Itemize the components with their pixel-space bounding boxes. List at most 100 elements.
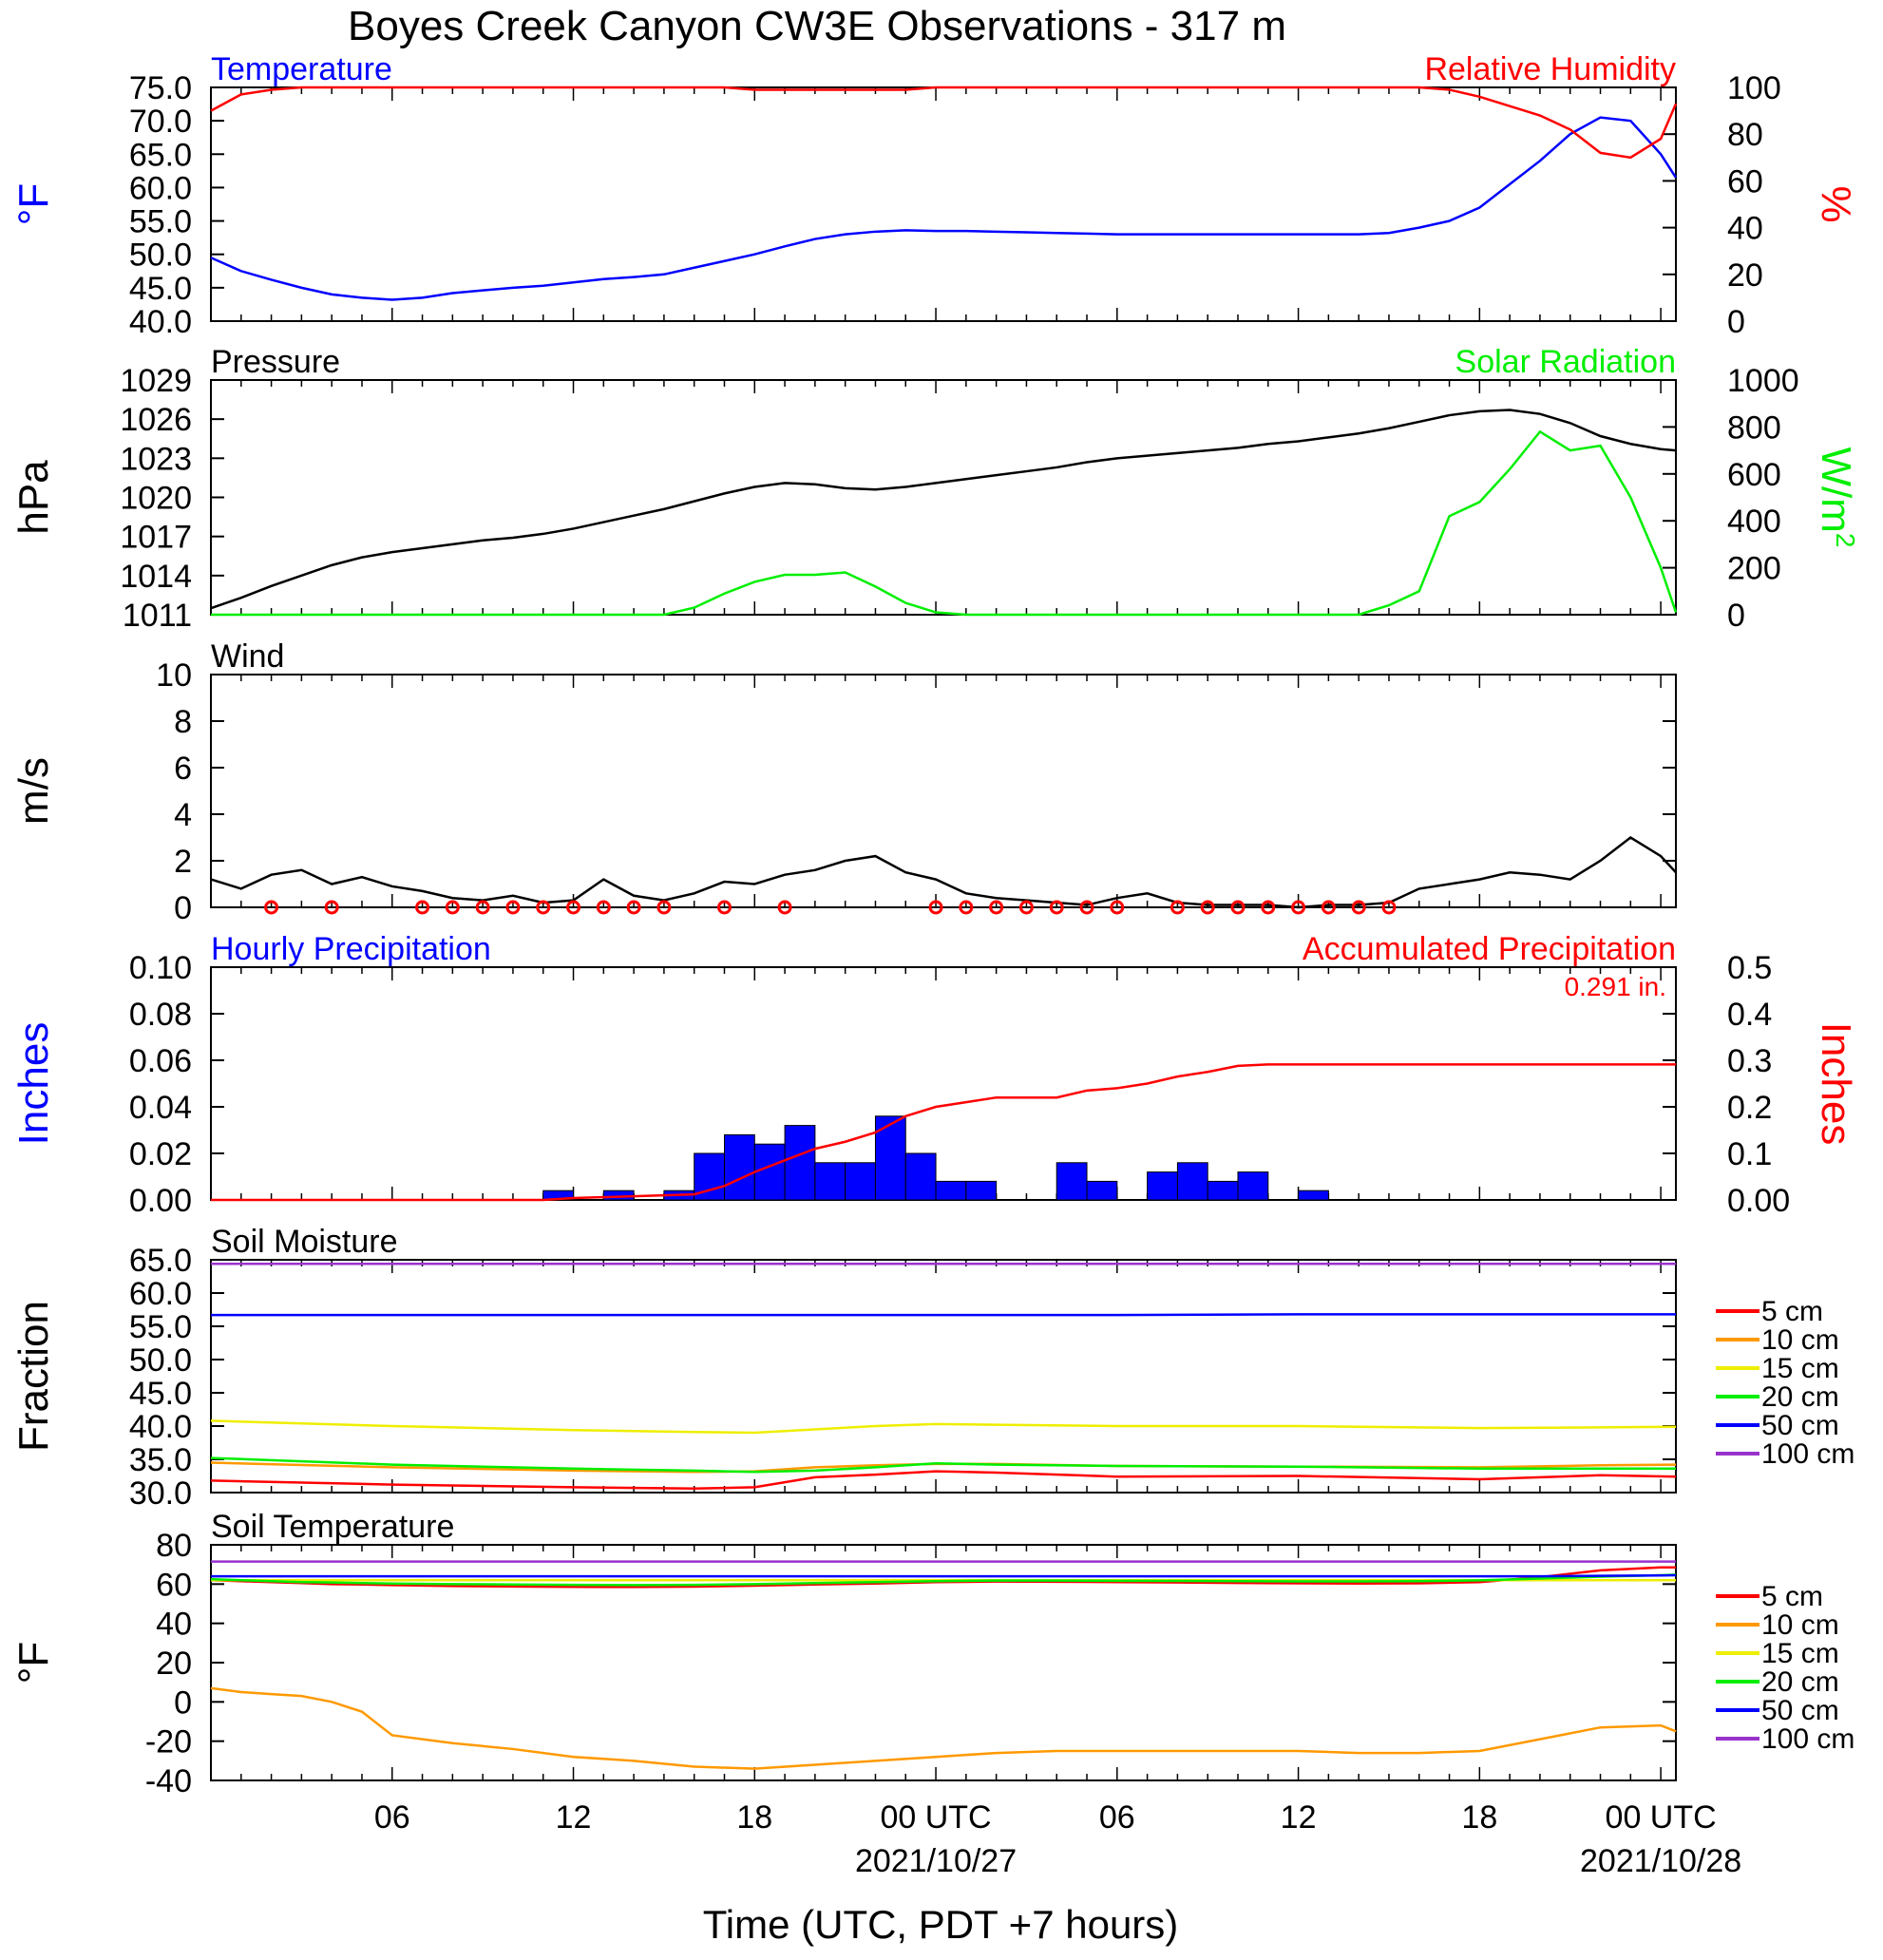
panel-title-left: Wind [211, 638, 284, 675]
y-axis-label-left: °F [10, 183, 57, 225]
panel-title-left: Temperature [211, 51, 392, 87]
series-line-pressure [210, 409, 1677, 610]
y-tick-label-left: 75.0 [129, 70, 192, 106]
y-axis-label-right: Inches [1813, 1022, 1859, 1146]
y-tick-label-left: 0.04 [129, 1090, 192, 1126]
y-tick-label-right: 40 [1727, 211, 1763, 247]
precip-bar [935, 1180, 967, 1201]
y-tick-label-right: 0.4 [1727, 997, 1772, 1033]
wind-calm-marker [626, 900, 641, 915]
precip-bar [1237, 1171, 1269, 1201]
y-tick-label-left: 0.10 [129, 950, 192, 986]
series-line-temperature [210, 116, 1678, 301]
series-line-50-cm [211, 1313, 1676, 1317]
y-tick-label-left: 2 [174, 844, 192, 880]
precip-bar [1147, 1171, 1178, 1201]
legend-label: 10 cm [1761, 1324, 1839, 1356]
panel-temp_rh: 75.070.065.060.055.050.045.040.0 100 80 60 4… [10, 51, 1859, 340]
y-tick-label-left: 55.0 [129, 204, 192, 240]
precip-bar [1298, 1189, 1329, 1201]
series-line-5-cm [210, 1566, 1676, 1589]
accum-total-label: 0.291 in. [1565, 972, 1666, 1001]
y-tick-label-left: 65.0 [129, 1243, 192, 1279]
wind-calm-marker [596, 900, 611, 915]
y-tick-label-left: 10 [156, 657, 192, 694]
series-line-wind-speed [210, 835, 1677, 909]
wind-calm-marker [777, 900, 792, 915]
series-line-solar-radiation [211, 429, 1678, 617]
y-tick-label-left: 6 [174, 751, 192, 787]
y-tick-label-left: 1029 [120, 363, 192, 399]
accum-precip-line [211, 1063, 1676, 1202]
y-tick-label-left: 40.0 [129, 304, 192, 340]
y-tick-label-left: 60.0 [129, 1276, 192, 1312]
precip-bar [784, 1125, 816, 1201]
wind-calm-marker [445, 900, 460, 915]
x-tick-date-label: 2021/10/27 [855, 1843, 1017, 1879]
y-axis-label-right-sup: 2 [1832, 533, 1861, 548]
panel-precip: 0.10 0.08 0.06 0.04 0.02 0.00 0.5 0.4 0.3 0.2 0.1 0… [10, 931, 1859, 1219]
panel-title-right: Relative Humidity [1424, 51, 1676, 87]
y-tick-label-right: 100 [1727, 70, 1781, 106]
x-tick-label: 18 [1461, 1799, 1497, 1836]
legend-label: 10 cm [1761, 1609, 1839, 1641]
wind-calm-marker [324, 900, 339, 915]
legend-label: 15 cm [1761, 1638, 1839, 1669]
wind-calm-marker [1230, 900, 1246, 915]
wind-calm-marker [1018, 900, 1034, 915]
wind-calm-marker [1261, 900, 1276, 915]
legend-label: 20 cm [1761, 1381, 1839, 1413]
x-tick-label: 00 UTC [880, 1799, 991, 1836]
series-line-20-cm [210, 1456, 1676, 1474]
precip-bar [1176, 1162, 1208, 1201]
y-tick-label-left: 50.0 [129, 238, 192, 274]
series-line-5-cm [210, 1470, 1677, 1491]
wind-calm-marker [656, 900, 672, 915]
y-tick-label-right: 60 [1727, 163, 1763, 200]
y-tick-label-left: 1026 [120, 402, 192, 438]
x-tick-label: 06 [374, 1799, 410, 1836]
panel-wind: 10 8 6 4 2 0 Wind m/s [10, 638, 1677, 926]
panel-title-right: Accumulated Precipitation [1303, 931, 1676, 967]
y-tick-label-left: -40 [145, 1763, 192, 1799]
y-tick-label-right: 800 [1727, 409, 1781, 446]
y-tick-label-left: 0 [174, 890, 192, 926]
wind-calm-marker [566, 900, 581, 915]
wind-calm-marker [1351, 900, 1366, 915]
y-tick-label-left: 65.0 [129, 137, 192, 173]
wind-calm-marker [716, 900, 732, 915]
x-axis-label: Time (UTC, PDT +7 hours) [703, 1902, 1179, 1947]
y-tick-label-left: 4 [174, 797, 192, 833]
y-tick-label-left: 1017 [120, 520, 192, 556]
y-tick-label-right: 200 [1727, 551, 1781, 587]
figure-title: Boyes Creek Canyon CW3E Observations - 3… [348, 3, 1286, 49]
y-tick-label-left: 60.0 [129, 170, 192, 206]
wind-calm-marker [1200, 900, 1215, 915]
y-tick-label-left: 30.0 [129, 1475, 192, 1512]
y-tick-label-right: 0.3 [1727, 1043, 1772, 1079]
legend-label: 50 cm [1761, 1410, 1839, 1441]
wind-calm-marker [959, 900, 974, 915]
wind-calm-marker [989, 900, 1004, 915]
wind-calm-marker [1170, 900, 1185, 915]
y-tick-label-left: 20 [156, 1646, 192, 1682]
precip-bar [1207, 1180, 1239, 1201]
y-tick-label-left: -20 [145, 1724, 192, 1760]
x-tick-date-label: 2021/10/28 [1580, 1843, 1741, 1879]
y-tick-label-right: 0.1 [1727, 1136, 1772, 1172]
y-tick-label-right: 0.5 [1727, 950, 1772, 986]
panel-title-left: Pressure [211, 344, 340, 380]
wind-calm-marker [1079, 900, 1094, 915]
precip-bar [1056, 1162, 1088, 1201]
wind-calm-marker [1321, 900, 1336, 915]
y-tick-label-left: 1023 [120, 441, 192, 477]
y-tick-label-right: 0 [1727, 304, 1745, 340]
series-line-15-cm [210, 1419, 1677, 1435]
wind-calm-marker [928, 900, 943, 915]
wind-calm-marker [415, 900, 430, 915]
y-tick-label-left: 55.0 [129, 1309, 192, 1345]
series-line-20-cm [210, 1573, 1677, 1587]
